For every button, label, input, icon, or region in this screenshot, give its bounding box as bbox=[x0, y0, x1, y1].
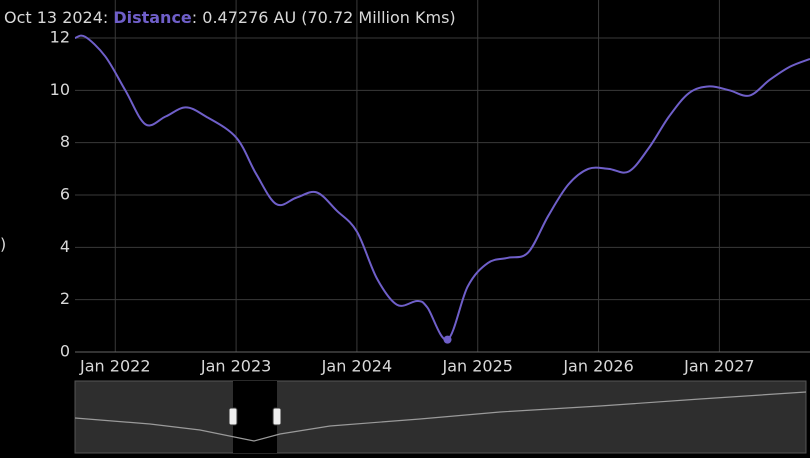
navigator-line bbox=[74, 391, 807, 442]
x-tick-label: Jan 2027 bbox=[683, 357, 754, 376]
series-name: Distance bbox=[113, 8, 192, 27]
navigator[interactable] bbox=[74, 380, 807, 454]
navigator-handle[interactable] bbox=[228, 407, 238, 426]
y-tick-label: 8 bbox=[60, 132, 70, 151]
y-tick-label: 6 bbox=[60, 185, 70, 204]
y-tick-label: 0 bbox=[60, 342, 70, 361]
x-tick-label: Jan 2023 bbox=[200, 357, 271, 376]
data-line bbox=[74, 34, 810, 341]
x-tick-label: Jan 2025 bbox=[442, 357, 513, 376]
navigator-handle[interactable] bbox=[272, 407, 282, 426]
x-tick-label: Jan 2022 bbox=[79, 357, 150, 376]
readout-date-text: Oct 13 2024: bbox=[4, 8, 108, 27]
x-tick-label: Jan 2026 bbox=[562, 357, 633, 376]
y-tick-label: 4 bbox=[60, 237, 70, 256]
grid bbox=[75, 0, 810, 353]
highlight-point bbox=[443, 335, 452, 344]
x-tick-label: Jan 2024 bbox=[321, 357, 392, 376]
y-axis-label: ) bbox=[0, 235, 6, 254]
readout-value: : 0.47276 AU (70.72 Million Kms) bbox=[192, 8, 456, 27]
navigator-selection[interactable] bbox=[233, 381, 277, 453]
y-tick-label: 10 bbox=[50, 80, 70, 99]
readout-date: Oct 13 2024: Distance: 0.47276 AU (70.72 … bbox=[4, 8, 456, 27]
y-tick-label: 12 bbox=[50, 28, 70, 47]
y-tick-label: 2 bbox=[60, 289, 70, 308]
